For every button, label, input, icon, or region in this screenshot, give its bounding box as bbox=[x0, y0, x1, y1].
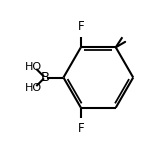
Text: HO: HO bbox=[25, 62, 43, 72]
Text: HO: HO bbox=[25, 83, 43, 93]
Text: F: F bbox=[78, 20, 84, 33]
Text: B: B bbox=[40, 71, 49, 84]
Text: F: F bbox=[78, 122, 84, 135]
